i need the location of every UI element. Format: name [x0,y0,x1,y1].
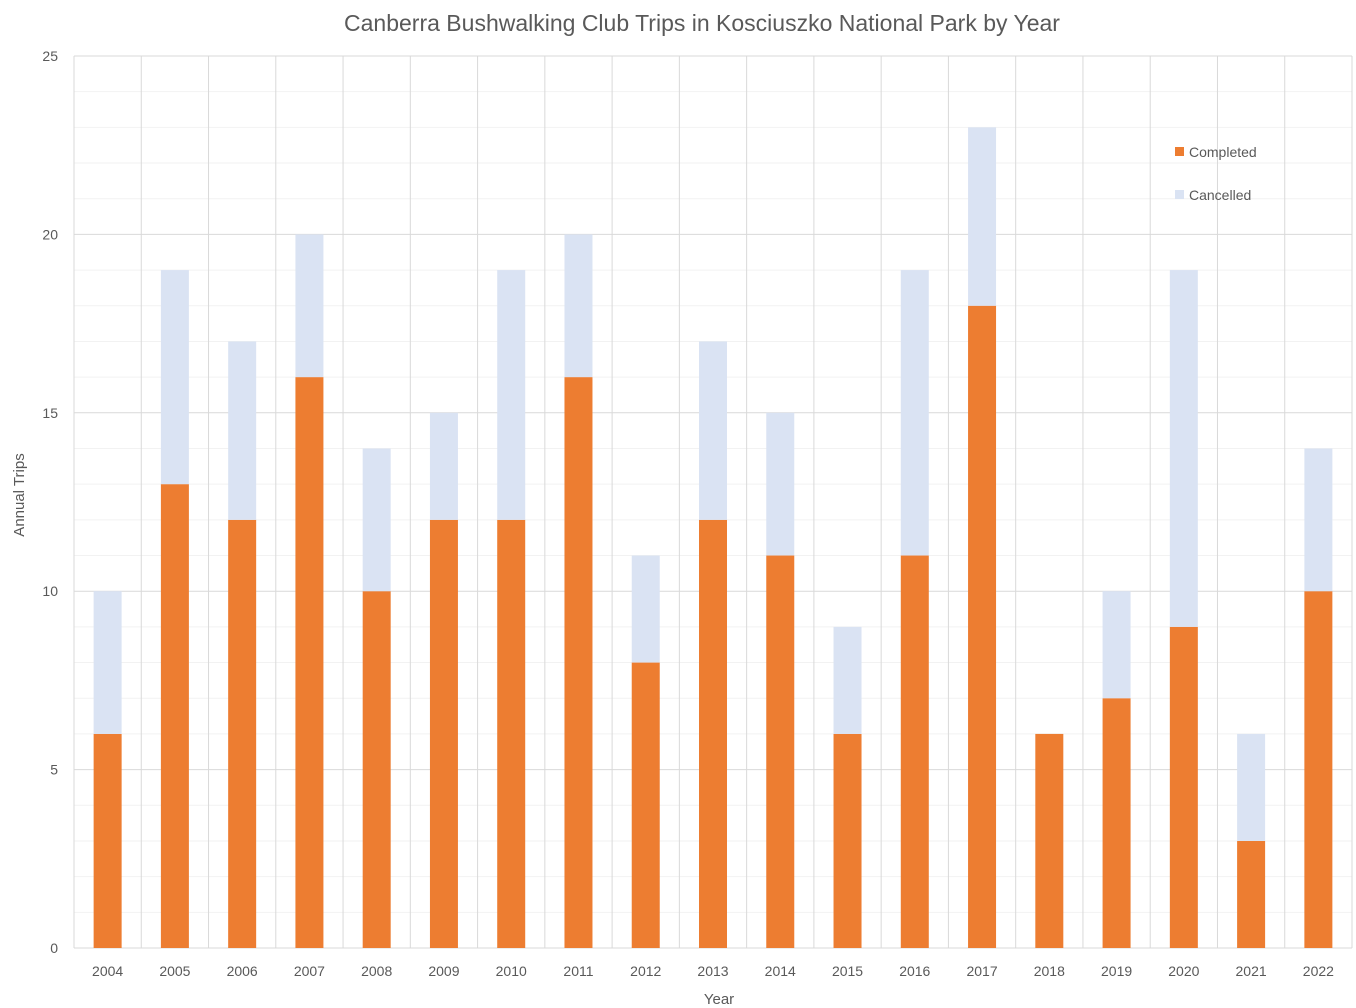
x-tick-label: 2020 [1168,963,1199,979]
bar-completed-2004 [93,733,122,948]
x-tick-label: 2015 [832,963,863,979]
legend-label-completed: Completed [1189,144,1257,160]
x-tick-label: 2009 [428,963,459,979]
bar-cancelled-2012 [631,555,660,663]
bar-cancelled-2008 [362,448,391,592]
bar-cancelled-2022 [1304,448,1333,592]
legend-swatch-completed [1175,147,1184,156]
y-axis-label: Annual Trips [11,453,28,536]
bar-layer [93,127,1333,948]
bar-cancelled-2014 [766,412,795,556]
bar-completed-2022 [1304,591,1333,948]
chart-title: Canberra Bushwalking Club Trips in Kosci… [344,10,1060,36]
bar-cancelled-2015 [833,626,862,734]
x-tick-label: 2006 [227,963,258,979]
bar-cancelled-2009 [429,412,458,520]
bar-cancelled-2010 [497,270,526,520]
x-tick-label: 2022 [1303,963,1334,979]
bar-completed-2011 [564,377,593,948]
x-tick-label: 2021 [1236,963,1267,979]
bar-completed-2021 [1237,840,1266,948]
bar-completed-2018 [1035,733,1064,948]
x-tick-label: 2005 [159,963,190,979]
legend: Completed Cancelled [1175,144,1257,203]
bar-completed-2016 [900,555,929,948]
bar-cancelled-2007 [295,234,324,378]
bar-completed-2012 [631,662,660,948]
bar-cancelled-2011 [564,234,593,378]
x-tick-label: 2008 [361,963,392,979]
bar-cancelled-2005 [160,270,189,485]
bar-completed-2005 [160,484,189,948]
y-tick-label: 5 [50,762,58,778]
x-tick-label: 2017 [966,963,997,979]
x-tick-label: 2010 [496,963,527,979]
legend-label-cancelled: Cancelled [1189,187,1251,203]
bar-completed-2017 [968,305,997,948]
bar-cancelled-2016 [900,270,929,556]
y-tick-label: 0 [50,940,58,956]
bar-completed-2020 [1169,626,1198,948]
bar-completed-2007 [295,377,324,948]
x-tick-label: 2004 [92,963,123,979]
legend-swatch-cancelled [1175,190,1184,199]
y-tick-label: 25 [42,48,58,64]
bar-completed-2008 [362,591,391,948]
bar-cancelled-2021 [1237,733,1266,841]
bar-completed-2006 [228,519,257,948]
bar-completed-2010 [497,519,526,948]
x-tick-label: 2018 [1034,963,1065,979]
tick-layer: 2004 2005 2006 2007 2008 2009 2010 2011 2012 2013… [42,48,1334,979]
x-axis-label: Year [704,991,734,1008]
bar-completed-2013 [699,519,727,948]
bar-completed-2015 [833,733,862,948]
x-tick-label: 2012 [630,963,661,979]
bar-completed-2019 [1102,698,1131,948]
bar-cancelled-2013 [699,341,727,520]
bar-completed-2009 [429,519,458,948]
x-tick-label: 2011 [563,963,593,979]
bar-cancelled-2019 [1102,591,1131,699]
x-tick-label: 2019 [1101,963,1132,979]
bar-cancelled-2004 [93,591,122,734]
y-tick-label: 15 [42,405,58,421]
y-tick-label: 10 [42,583,58,599]
x-tick-label: 2014 [765,963,796,979]
bar-completed-2014 [766,555,795,948]
bar-cancelled-2020 [1169,270,1198,627]
bar-cancelled-2017 [968,127,997,306]
x-tick-label: 2016 [899,963,930,979]
bar-cancelled-2006 [228,341,257,520]
x-tick-label: 2013 [697,963,728,979]
y-tick-label: 20 [42,226,58,242]
x-tick-label: 2007 [294,963,325,979]
